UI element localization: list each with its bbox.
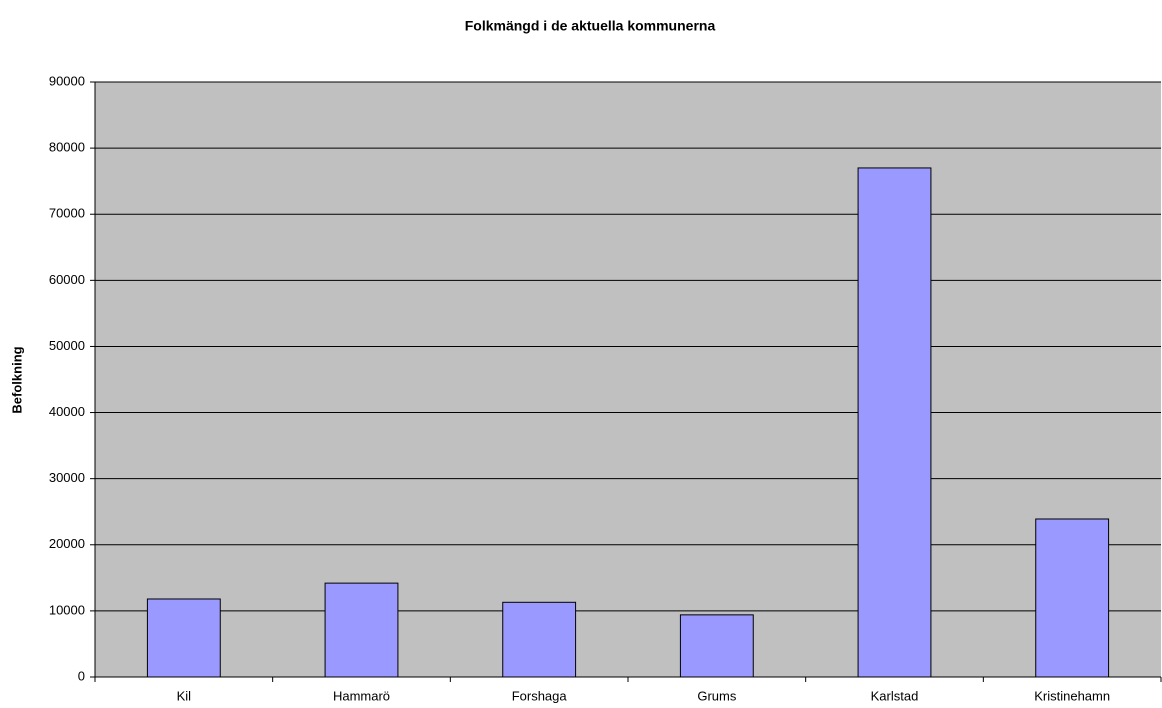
y-tick-label: 10000: [49, 602, 85, 617]
y-tick-label: 20000: [49, 536, 85, 551]
bar: [502, 601, 577, 678]
bar: [679, 614, 754, 678]
y-tick-label: 60000: [49, 272, 85, 287]
x-tick-label: Karlstad: [871, 688, 919, 703]
bar: [146, 598, 221, 678]
x-tick-label: Kil: [177, 688, 192, 703]
y-tick-label: 0: [78, 668, 85, 683]
y-tick-label: 90000: [49, 73, 85, 88]
bar: [1035, 518, 1110, 678]
plot-area: [95, 82, 1161, 677]
y-tick-label: 40000: [49, 404, 85, 419]
y-tick-label: 80000: [49, 140, 85, 155]
x-tick-label: Hammarö: [333, 688, 390, 703]
x-tick-label: Kristinehamn: [1034, 688, 1110, 703]
y-tick-label: 70000: [49, 206, 85, 221]
bar: [857, 167, 932, 678]
y-axis-label: Befolkning: [9, 346, 24, 413]
chart-title: Folkmängd i de aktuella kommunerna: [465, 18, 716, 34]
x-tick-label: Grums: [697, 688, 737, 703]
x-tick-label: Forshaga: [512, 688, 568, 703]
y-tick-label: 30000: [49, 470, 85, 485]
bar: [324, 582, 399, 678]
y-tick-label: 50000: [49, 338, 85, 353]
